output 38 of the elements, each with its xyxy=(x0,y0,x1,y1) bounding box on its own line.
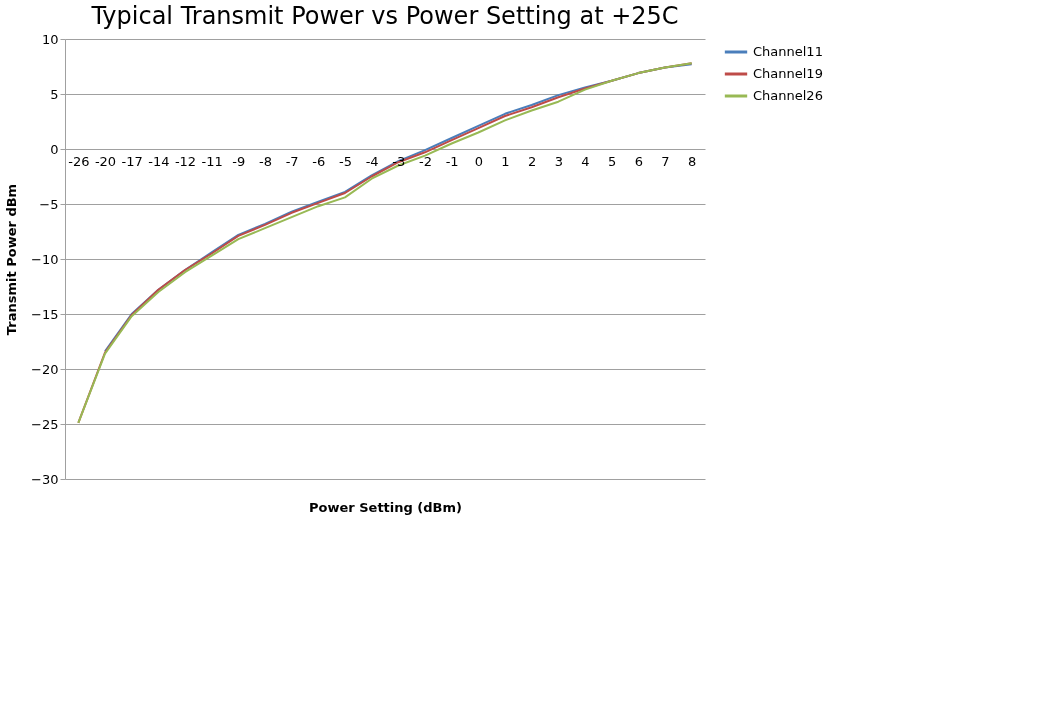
y-tick-label: −20 xyxy=(31,361,59,377)
chart-title: Typical Transmit Power vs Power Setting at +25C xyxy=(90,2,679,30)
x-tick-label: 4 xyxy=(581,153,590,169)
x-tick-label: -17 xyxy=(121,153,143,169)
x-tick-label: 6 xyxy=(634,153,643,169)
y-tick-label: −10 xyxy=(31,251,59,267)
y-tick-label: −25 xyxy=(31,416,59,432)
x-tick-label: -26 xyxy=(68,153,90,169)
x-tick-label: -12 xyxy=(174,153,197,169)
y-tick-label: −30 xyxy=(31,471,59,487)
x-tick-label: 5 xyxy=(608,153,617,169)
x-axis-title: Power Setting (dBm) xyxy=(308,499,463,515)
y-tick-label: −5 xyxy=(39,196,59,212)
y-tick-label: −15 xyxy=(31,306,59,322)
legend-label: Channel11 xyxy=(753,44,823,59)
x-tick-label: -14 xyxy=(148,153,170,169)
x-tick-label: -5 xyxy=(339,153,352,169)
x-tick-label: 7 xyxy=(661,153,670,169)
x-tick-label: 0 xyxy=(474,153,483,169)
x-tick-label: -8 xyxy=(259,153,272,169)
x-tick-label: 1 xyxy=(501,153,510,169)
x-tick-label: -7 xyxy=(285,153,299,169)
x-tick-label: -6 xyxy=(312,153,326,169)
y-tick-label: 5 xyxy=(50,86,59,102)
legend-label: Channel26 xyxy=(753,88,823,103)
x-tick-label: 2 xyxy=(528,153,537,169)
x-tick-label: -2 xyxy=(419,153,432,169)
x-tick-label: 8 xyxy=(688,153,697,169)
x-tick-label: -4 xyxy=(365,153,379,169)
x-tick-label: -20 xyxy=(94,153,117,169)
x-tick-label: -11 xyxy=(201,153,223,169)
y-tick-label: 0 xyxy=(50,141,59,157)
x-tick-label: -1 xyxy=(445,153,459,169)
x-tick-label: -9 xyxy=(232,153,246,169)
y-tick-label: 10 xyxy=(41,31,59,47)
y-axis-title: Transmit Power dBm xyxy=(4,183,20,336)
legend-label: Channel19 xyxy=(753,66,823,81)
x-tick-label: 3 xyxy=(554,153,563,169)
